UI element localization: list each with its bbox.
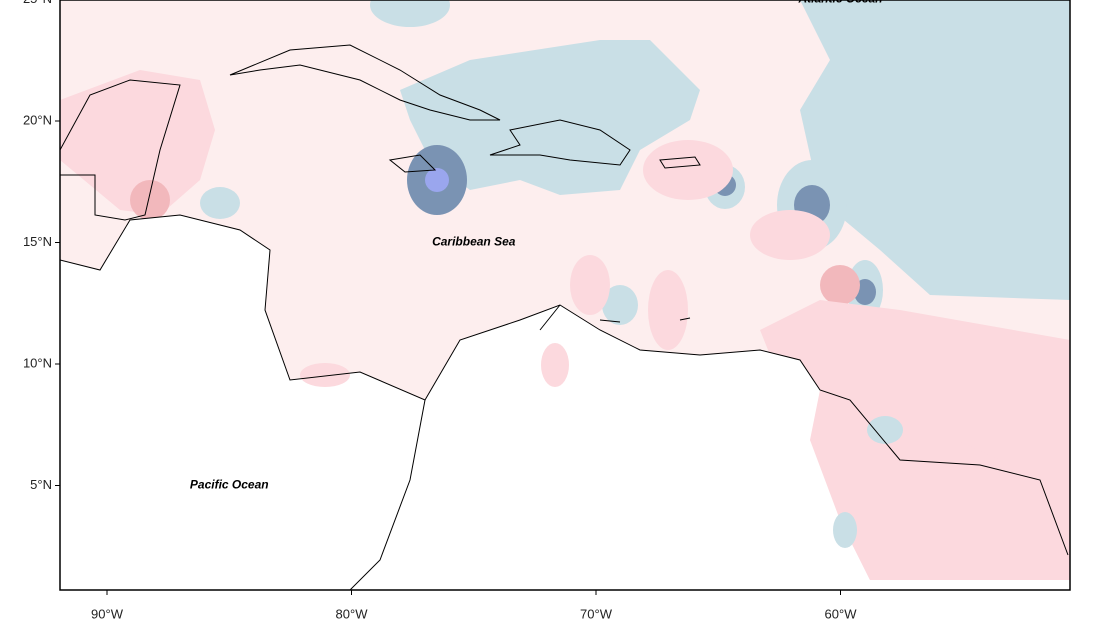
frame [59,0,1071,591]
y-tick-label: 5°N [30,477,52,492]
puerto-rico [659,156,701,169]
place-label: Caribbean Sea [432,235,516,249]
anomaly-red [820,265,860,305]
coastline [349,399,426,590]
anomaly-blue [833,512,857,548]
coastline [60,214,1069,556]
place-label: Pacific Ocean [190,478,269,492]
anomaly-blue [867,416,903,444]
anomaly-red [130,180,170,220]
places: Atlantic Ocean Caribbean Sea Pacific Ocean [190,0,883,492]
anomaly-pink [300,363,350,387]
hispaniola [489,119,631,166]
anomaly-blue [602,285,638,325]
jamaica [388,154,437,173]
anomaly-pink [570,255,610,315]
anomaly-pink [750,210,830,260]
ticks: 25°N 20°N 15°N 10°N 5°N 90°W 80°W 70°W 60°W [23,0,857,621]
coastlines [60,44,1069,590]
land [60,215,1070,590]
anomaly-pink [541,343,569,387]
y-tick-label: 25°N [23,0,52,6]
field [60,0,1070,590]
anomaly-pink [648,270,688,350]
anomaly-pink [810,400,1070,580]
coastline [60,79,181,221]
cuba [229,44,501,121]
anomaly-blue [200,187,240,219]
x-tick-label: 70°W [580,606,613,621]
y-tick-label: 10°N [23,355,52,370]
islands [539,304,691,331]
anomaly-pink [643,140,733,200]
anomaly-blue [370,0,450,27]
y-tick-label: 20°N [23,112,52,127]
x-tick-label: 80°W [336,606,369,621]
anomaly-blue [800,0,1070,300]
y-tick-label: 15°N [23,234,52,249]
anomaly-blue [400,40,700,195]
x-tick-label: 60°W [825,606,858,621]
anomaly-pink [60,70,215,215]
place-label: Atlantic Ocean [797,0,882,6]
x-tick-label: 90°W [91,606,124,621]
anomaly-core [425,168,449,192]
